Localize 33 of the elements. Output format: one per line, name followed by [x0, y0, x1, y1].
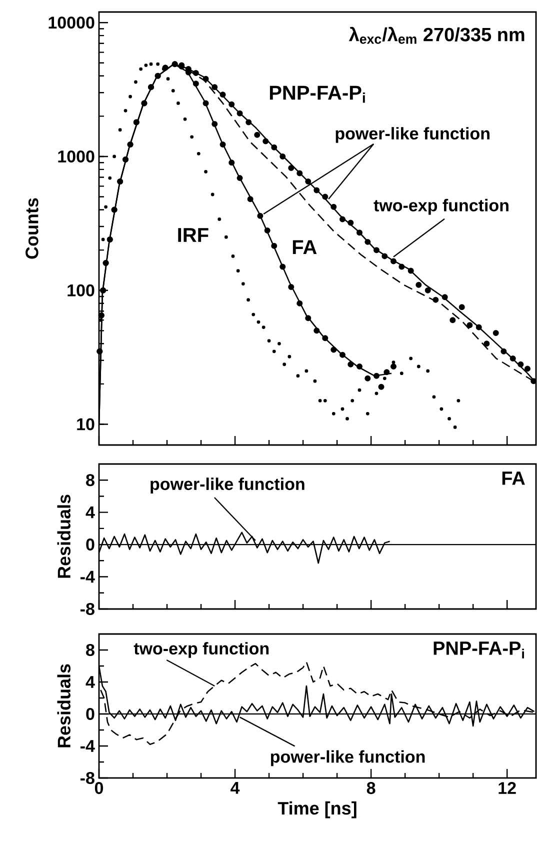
annotation: FA	[292, 240, 317, 254]
y-axis-title: Counts	[26, 198, 38, 259]
y-tick-label: -4	[80, 740, 95, 752]
x-tick-label: 12	[498, 782, 516, 794]
text: λ$_{exc}$/λ$_{em}$ 270/335 nm	[348, 26, 524, 44]
annotation: power-like function	[270, 750, 425, 766]
annotation: PNP-FA-P$_{i}$	[270, 86, 365, 103]
x-tick-label: 4	[230, 782, 240, 794]
y-tick-label: -4	[80, 570, 95, 583]
y-tick-label: 0	[86, 708, 94, 720]
y-tick-label: 100	[68, 284, 94, 296]
y-tick-label: 1000	[58, 150, 94, 163]
annotation: IRF	[178, 228, 208, 242]
chart-title: FA	[502, 472, 525, 485]
annotation: two-exp function	[374, 198, 508, 215]
y-axis-title: Residuals	[57, 664, 70, 748]
y-tick-label: -8	[80, 602, 94, 616]
x-tick-label: 8	[366, 782, 376, 794]
y-tick-label: -8	[80, 772, 94, 784]
x-tick-label: 0	[94, 782, 104, 794]
y-tick-label: 10000	[48, 16, 94, 29]
annotation: power-like function	[336, 127, 490, 143]
y-tick-label: 10	[77, 418, 94, 430]
y-tick-label: 4	[86, 506, 95, 518]
annotation: power-like function	[150, 478, 304, 494]
y-tick-label: 8	[86, 644, 94, 656]
y-axis-title: Residuals	[57, 494, 70, 578]
y-tick-label: 0	[86, 538, 94, 551]
y-tick-label: 8	[86, 474, 94, 486]
x-axis-title: Time [ns]	[278, 801, 356, 818]
annotation: two-exp function	[134, 642, 269, 658]
chart-title: PNP-FA-P$_{i}$	[434, 642, 524, 658]
y-tick-label: 4	[86, 676, 95, 688]
